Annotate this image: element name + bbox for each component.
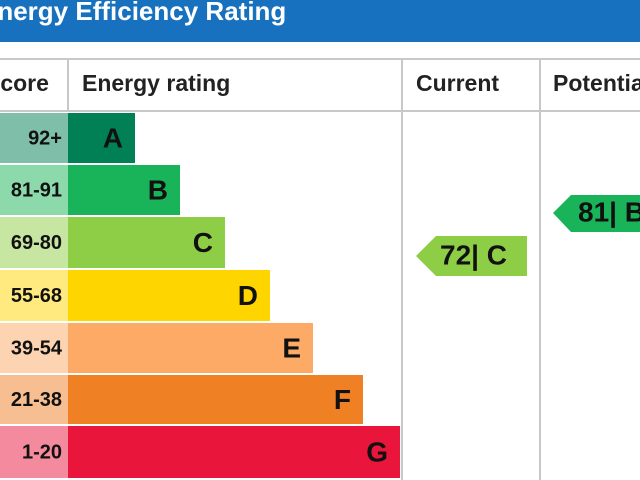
title: Energy Efficiency Rating <box>0 0 286 26</box>
score-cell <box>0 113 68 163</box>
rating-bar <box>68 270 270 321</box>
rating-bar <box>68 113 135 163</box>
score-label: 1-20 <box>22 441 62 463</box>
band-letter: G <box>366 436 388 467</box>
band-letter: D <box>238 280 258 311</box>
rating-bar <box>68 375 363 424</box>
potential-label: 81| B <box>578 196 640 227</box>
score-label: 81-91 <box>11 179 62 201</box>
title-bar <box>0 0 640 42</box>
band-letter: E <box>282 332 301 363</box>
rating-bar <box>68 323 313 373</box>
score-cell <box>0 323 68 373</box>
current-arrow <box>416 236 527 276</box>
score-label: 21-38 <box>11 389 62 411</box>
band-letter: A <box>103 122 123 153</box>
score-cell <box>0 165 68 215</box>
header-rating: Energy rating <box>82 70 230 96</box>
potential-arrow <box>553 195 640 232</box>
score-label: 92+ <box>28 127 62 149</box>
grid <box>0 58 640 480</box>
score-cell <box>0 270 68 321</box>
band-letter: F <box>334 384 351 415</box>
header-current: Current <box>416 70 499 96</box>
score-cell <box>0 217 68 268</box>
rating-bar <box>68 165 180 215</box>
header-potential: Potential <box>553 70 640 96</box>
score-cell <box>0 426 68 478</box>
band-letter: C <box>193 227 213 258</box>
header-score: Score <box>0 70 49 96</box>
current-label: 72| C <box>440 239 507 270</box>
score-label: 69-80 <box>11 232 62 254</box>
rating-bar <box>68 426 400 478</box>
score-cell <box>0 375 68 424</box>
bands: 92+ A 81-91 B 69-80 C 55-68 D 39-54 E 21-38 F 1-20 G <box>0 113 400 478</box>
rating-bar <box>68 217 225 268</box>
score-label: 55-68 <box>11 285 62 307</box>
score-label: 39-54 <box>11 337 63 359</box>
band-letter: B <box>148 174 168 205</box>
